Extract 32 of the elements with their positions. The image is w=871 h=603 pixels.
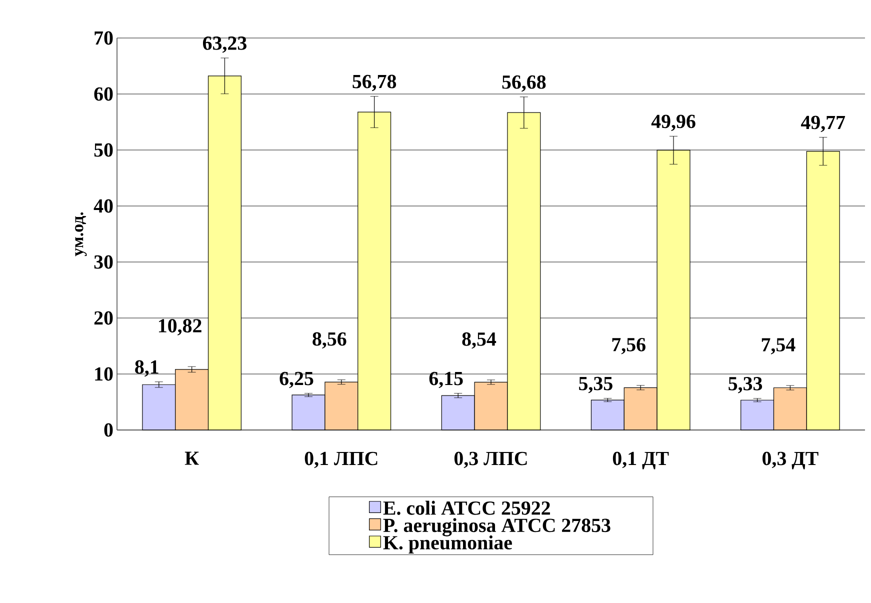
y-tick-label: 0 [104,423,113,437]
y-tick-label: 50 [94,143,113,157]
data-label: 56,68 [502,75,546,92]
data-label: 5,35 [579,376,612,394]
x-tick-label: 0,1 ДТ [612,452,669,470]
x-tick-label: 0,1 ЛПС [304,452,378,468]
y-tick-label: 10 [95,367,113,381]
y-tick-label: 40 [94,199,113,213]
legend-label: P. aeruginosa ATCC 27853 [383,518,610,536]
data-label: 56,78 [352,74,396,92]
y-tick-label: 60 [94,87,113,101]
y-axis-title: ум.од. [75,212,87,256]
data-label: 5,33 [728,376,762,394]
data-label: 6,25 [280,372,314,388]
data-label: 6,15 [429,372,463,388]
y-tick-label: 20 [94,311,113,325]
data-label: 49,77 [800,116,846,132]
data-label: 7,54 [762,338,796,354]
y-tick-label: 30 [94,255,113,269]
x-tick-label: К [184,452,199,465]
y-tick-label: 70 [94,31,113,45]
x-tick-label: 0,3 ДТ [762,452,818,470]
data-label: 63,23 [202,36,246,53]
legend-label: E. coli ATCC 25922 [383,500,550,515]
data-label: 8,56 [312,332,346,349]
data-label: 10,82 [158,319,202,336]
legend-label: K. pneumoniae [383,535,512,554]
data-label: 8,1 [135,360,158,377]
data-label: 8,54 [462,332,496,349]
data-label: 7,56 [612,338,646,354]
data-label: 49,96 [651,114,696,132]
x-tick-label: 0,3 ЛПС [454,452,527,468]
